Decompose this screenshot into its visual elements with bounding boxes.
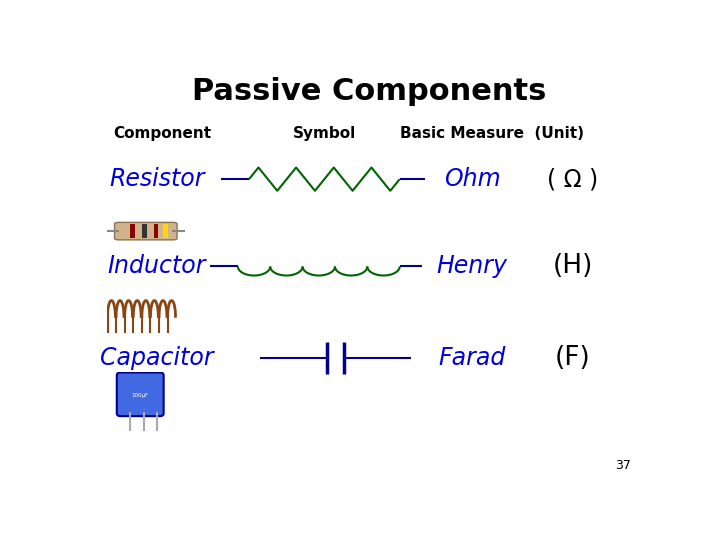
Text: Symbol: Symbol <box>293 126 356 141</box>
Text: Henry: Henry <box>437 254 508 279</box>
Text: Capacitor: Capacitor <box>100 346 214 370</box>
Text: Resistor: Resistor <box>109 167 204 191</box>
Text: (H): (H) <box>552 253 593 280</box>
Text: ( Ω ): ( Ω ) <box>547 167 598 191</box>
Text: Ohm: Ohm <box>444 167 500 191</box>
Text: Farad: Farad <box>438 346 506 370</box>
Text: Component: Component <box>114 126 212 141</box>
Text: 37: 37 <box>616 460 631 472</box>
Text: Basic Measure  (Unit): Basic Measure (Unit) <box>400 126 584 141</box>
Text: Inductor: Inductor <box>108 254 206 279</box>
Text: (F): (F) <box>555 345 590 371</box>
Text: Passive Components: Passive Components <box>192 77 546 106</box>
